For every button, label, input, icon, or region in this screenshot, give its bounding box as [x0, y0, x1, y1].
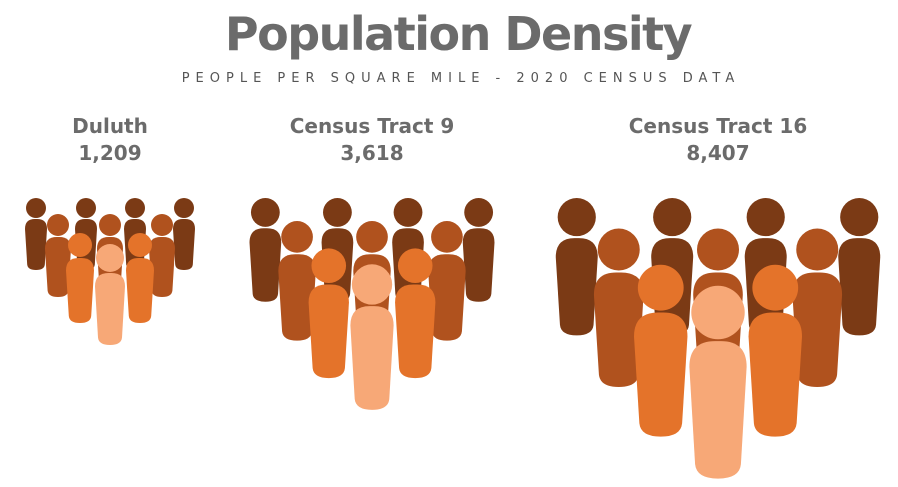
person-body	[634, 312, 688, 437]
person-head	[697, 228, 739, 271]
person-body	[428, 254, 466, 341]
person-head	[99, 214, 121, 236]
category-label: Census Tract 16	[629, 114, 808, 138]
people-group	[555, 198, 881, 479]
category-label: Census Tract 9	[290, 114, 455, 138]
category-label: Duluth	[72, 114, 148, 138]
person-head	[431, 221, 463, 253]
person-head	[128, 233, 152, 257]
person-body	[838, 238, 881, 336]
person-head	[311, 248, 347, 284]
person-head	[26, 198, 46, 218]
value-label: 3,618	[340, 141, 403, 165]
person-body	[395, 284, 436, 379]
person-body	[350, 306, 394, 410]
person-head	[393, 198, 423, 227]
person-head	[125, 198, 145, 218]
person-body	[748, 312, 802, 437]
person-head	[96, 244, 124, 272]
person-body	[173, 219, 195, 270]
person-body	[689, 341, 747, 479]
person-head	[356, 221, 388, 253]
people-group	[25, 198, 195, 345]
person-body	[792, 272, 843, 387]
person-head	[281, 221, 313, 253]
person-head	[464, 198, 494, 227]
person-body	[462, 228, 495, 302]
subtitle: PEOPLE PER SQUARE MILE - 2020 CENSUS DAT…	[182, 71, 741, 86]
person-head	[840, 198, 879, 237]
person-head	[250, 198, 280, 227]
person-head	[397, 248, 433, 284]
person-head	[351, 264, 393, 305]
person-body	[45, 237, 71, 297]
person-body	[149, 237, 175, 297]
person-head	[47, 214, 69, 236]
person-head	[557, 198, 596, 237]
title: Population Density	[225, 7, 693, 61]
person-body	[25, 219, 47, 270]
person-body	[278, 254, 316, 341]
value-label: 8,407	[686, 141, 749, 165]
value-label: 1,209	[78, 141, 141, 165]
person-body	[126, 258, 154, 323]
person-head	[796, 228, 839, 271]
person-body	[95, 273, 125, 345]
person-head	[653, 198, 692, 237]
person-head	[76, 198, 96, 218]
person-head	[68, 233, 92, 257]
person-body	[555, 238, 598, 336]
person-head	[597, 228, 640, 271]
person-body	[249, 228, 282, 302]
person-head	[151, 214, 173, 236]
person-head	[746, 198, 785, 237]
person-head	[323, 198, 352, 227]
person-head	[174, 198, 194, 218]
person-head	[637, 264, 684, 311]
person-body	[66, 258, 94, 323]
person-body	[593, 272, 644, 387]
person-head	[691, 285, 745, 340]
person-body	[308, 284, 349, 379]
people-group	[249, 198, 495, 410]
person-head	[752, 264, 799, 311]
